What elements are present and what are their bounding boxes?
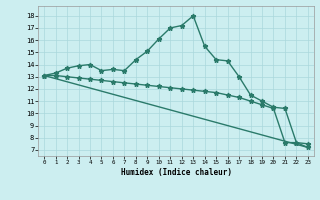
X-axis label: Humidex (Indice chaleur): Humidex (Indice chaleur) <box>121 168 231 177</box>
